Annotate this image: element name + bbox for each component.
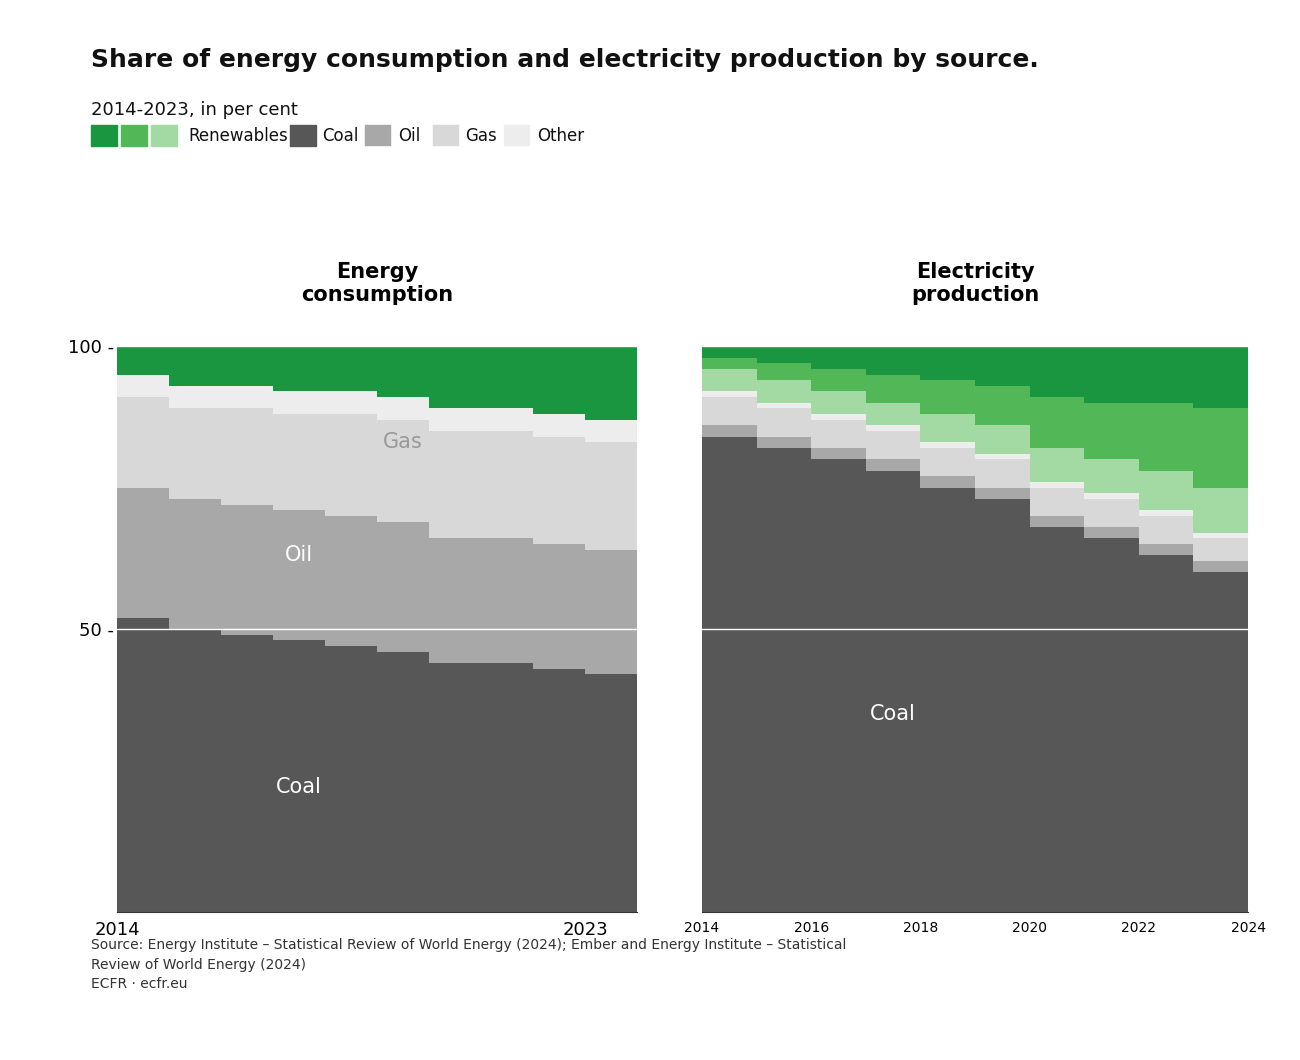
Text: 2014-2023, in per cent: 2014-2023, in per cent: [91, 101, 298, 119]
Text: Gas: Gas: [465, 127, 497, 144]
Text: Gas: Gas: [384, 432, 423, 453]
Text: Coal: Coal: [276, 777, 322, 797]
Text: Coal: Coal: [870, 704, 916, 724]
Text: Renewables: Renewables: [188, 127, 289, 144]
Text: Oil: Oil: [285, 546, 313, 565]
Text: Oil: Oil: [398, 127, 420, 144]
Text: Share of energy consumption and electricity production by source.: Share of energy consumption and electric…: [91, 48, 1039, 72]
Text: Source: Energy Institute – Statistical Review of World Energy (2024); Ember and : Source: Energy Institute – Statistical R…: [91, 938, 846, 991]
Text: Other: Other: [537, 127, 584, 144]
Text: Coal: Coal: [322, 127, 359, 144]
Title: Electricity
production: Electricity production: [911, 262, 1039, 305]
Title: Energy
consumption: Energy consumption: [300, 262, 454, 305]
